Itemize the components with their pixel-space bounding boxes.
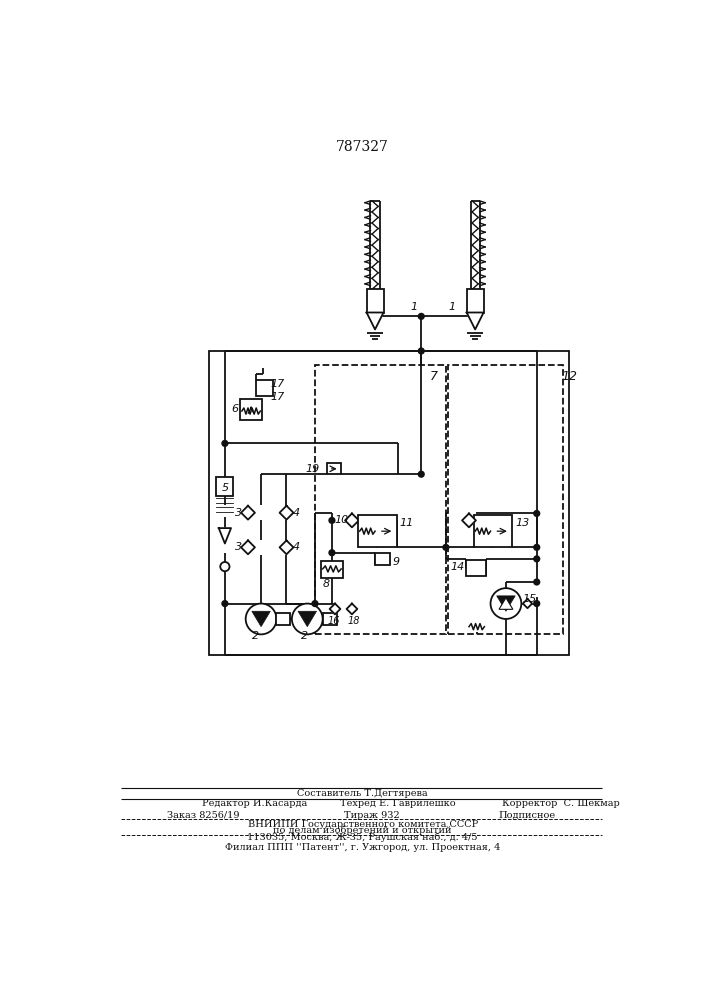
Text: 14: 14 bbox=[451, 562, 465, 572]
Bar bbox=[216, 477, 233, 496]
Text: 2: 2 bbox=[252, 631, 259, 641]
Text: 17: 17 bbox=[270, 379, 284, 389]
Bar bbox=[327, 463, 341, 474]
Polygon shape bbox=[462, 513, 476, 527]
Text: Редактор И.Касарда: Редактор И.Касарда bbox=[201, 799, 307, 808]
Text: 3: 3 bbox=[235, 542, 243, 552]
Bar bbox=[375, 553, 390, 565]
Text: Составитель Т.Дегтярева: Составитель Т.Дегтярева bbox=[298, 789, 428, 798]
Circle shape bbox=[246, 604, 276, 634]
Circle shape bbox=[534, 511, 539, 516]
Text: 11: 11 bbox=[399, 518, 414, 528]
Text: 1: 1 bbox=[448, 302, 455, 312]
Text: 7: 7 bbox=[431, 370, 438, 383]
Polygon shape bbox=[279, 506, 293, 520]
Text: Корректор  С. Шекмар: Корректор С. Шекмар bbox=[502, 799, 620, 808]
Bar bbox=[256, 380, 273, 396]
Circle shape bbox=[443, 545, 448, 550]
Bar bbox=[466, 560, 486, 576]
Bar bbox=[315, 365, 446, 634]
Circle shape bbox=[419, 314, 424, 319]
Polygon shape bbox=[366, 312, 383, 329]
Text: 3: 3 bbox=[235, 508, 243, 518]
Polygon shape bbox=[241, 540, 255, 554]
Bar bbox=[467, 289, 484, 312]
Text: 6: 6 bbox=[231, 404, 238, 414]
Text: 19: 19 bbox=[305, 464, 320, 474]
Text: 9: 9 bbox=[393, 557, 400, 567]
Text: 2: 2 bbox=[300, 631, 308, 641]
Bar bbox=[322, 613, 337, 625]
Polygon shape bbox=[252, 611, 270, 627]
Polygon shape bbox=[279, 540, 293, 554]
Polygon shape bbox=[467, 312, 484, 329]
Text: 12: 12 bbox=[561, 370, 577, 383]
Text: Тираж 932: Тираж 932 bbox=[344, 811, 400, 820]
Circle shape bbox=[534, 579, 539, 585]
Bar bbox=[321, 561, 343, 578]
Circle shape bbox=[312, 601, 317, 606]
Text: 5: 5 bbox=[222, 483, 229, 493]
Text: 8: 8 bbox=[322, 579, 329, 589]
Text: Подписное: Подписное bbox=[498, 811, 556, 820]
Bar bbox=[448, 365, 563, 634]
Text: 17: 17 bbox=[270, 392, 284, 402]
Text: по делам изобретений и открытий: по делам изобретений и открытий bbox=[274, 826, 452, 835]
Text: 113035, Москва, Ж-35, Раушская наб., д. 4/5: 113035, Москва, Ж-35, Раушская наб., д. … bbox=[247, 832, 478, 842]
Bar bbox=[358, 515, 397, 547]
Circle shape bbox=[222, 441, 228, 446]
Text: 1: 1 bbox=[410, 302, 417, 312]
Bar bbox=[366, 289, 383, 312]
Polygon shape bbox=[499, 598, 513, 609]
Polygon shape bbox=[298, 611, 317, 627]
Circle shape bbox=[534, 545, 539, 550]
Text: 18: 18 bbox=[347, 615, 360, 626]
Text: Техред Е. Гаврилешко: Техред Е. Гаврилешко bbox=[340, 799, 456, 808]
Circle shape bbox=[419, 472, 424, 477]
Bar bbox=[474, 515, 512, 547]
Text: Филиал ППП ''Патент'', г. Ужгород, ул. Проектная, 4: Филиал ППП ''Патент'', г. Ужгород, ул. П… bbox=[225, 843, 501, 852]
Polygon shape bbox=[346, 604, 357, 614]
Polygon shape bbox=[523, 599, 532, 608]
Text: 10: 10 bbox=[334, 515, 349, 525]
Text: Заказ 8256/19: Заказ 8256/19 bbox=[167, 811, 240, 820]
Text: 4: 4 bbox=[293, 508, 300, 518]
Circle shape bbox=[222, 601, 228, 606]
Polygon shape bbox=[218, 528, 231, 544]
Circle shape bbox=[534, 556, 539, 562]
Circle shape bbox=[329, 518, 334, 523]
Text: 16: 16 bbox=[327, 615, 339, 626]
Circle shape bbox=[292, 604, 322, 634]
Polygon shape bbox=[241, 506, 255, 520]
Circle shape bbox=[491, 588, 521, 619]
Polygon shape bbox=[345, 513, 359, 527]
Text: 15: 15 bbox=[523, 594, 537, 604]
Bar bbox=[276, 613, 291, 625]
Circle shape bbox=[419, 348, 424, 354]
Text: 4: 4 bbox=[293, 542, 300, 552]
Text: ВНИИПИ Государственного комитета СССР: ВНИИПИ Государственного комитета СССР bbox=[247, 820, 478, 829]
Text: 13: 13 bbox=[515, 518, 530, 528]
Polygon shape bbox=[497, 596, 515, 611]
Bar bbox=[209, 351, 569, 655]
Bar bbox=[240, 399, 262, 420]
Circle shape bbox=[534, 601, 539, 606]
Circle shape bbox=[221, 562, 230, 571]
Circle shape bbox=[329, 550, 334, 555]
Text: 787327: 787327 bbox=[337, 140, 389, 154]
Polygon shape bbox=[329, 604, 340, 614]
